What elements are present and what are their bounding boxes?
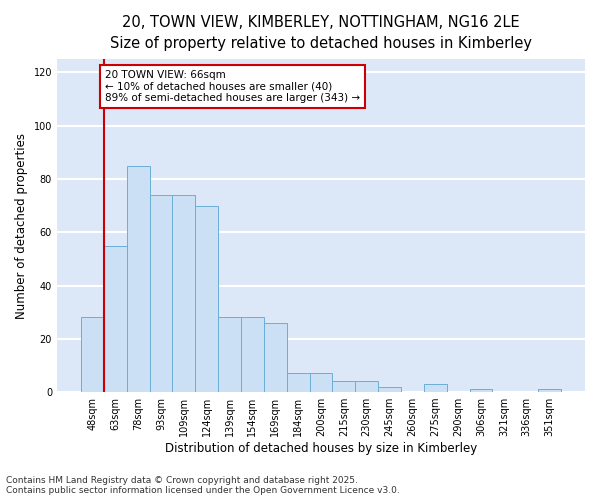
Bar bbox=[149, 195, 172, 392]
Text: 20 TOWN VIEW: 66sqm
← 10% of detached houses are smaller (40)
89% of semi-detach: 20 TOWN VIEW: 66sqm ← 10% of detached ho… bbox=[105, 70, 360, 103]
Bar bbox=[172, 195, 195, 392]
Bar bbox=[538, 390, 561, 392]
Y-axis label: Number of detached properties: Number of detached properties bbox=[15, 132, 28, 318]
Bar bbox=[195, 206, 218, 392]
Bar bbox=[218, 318, 241, 392]
Bar bbox=[81, 318, 104, 392]
Bar bbox=[264, 323, 287, 392]
Bar bbox=[332, 382, 355, 392]
Bar bbox=[310, 374, 332, 392]
Bar bbox=[378, 387, 401, 392]
Bar bbox=[104, 246, 127, 392]
Bar bbox=[355, 382, 378, 392]
X-axis label: Distribution of detached houses by size in Kimberley: Distribution of detached houses by size … bbox=[165, 442, 477, 455]
Bar bbox=[241, 318, 264, 392]
Title: 20, TOWN VIEW, KIMBERLEY, NOTTINGHAM, NG16 2LE
Size of property relative to deta: 20, TOWN VIEW, KIMBERLEY, NOTTINGHAM, NG… bbox=[110, 15, 532, 51]
Bar bbox=[287, 374, 310, 392]
Bar bbox=[470, 390, 493, 392]
Bar bbox=[424, 384, 446, 392]
Text: Contains HM Land Registry data © Crown copyright and database right 2025.
Contai: Contains HM Land Registry data © Crown c… bbox=[6, 476, 400, 495]
Bar bbox=[127, 166, 149, 392]
